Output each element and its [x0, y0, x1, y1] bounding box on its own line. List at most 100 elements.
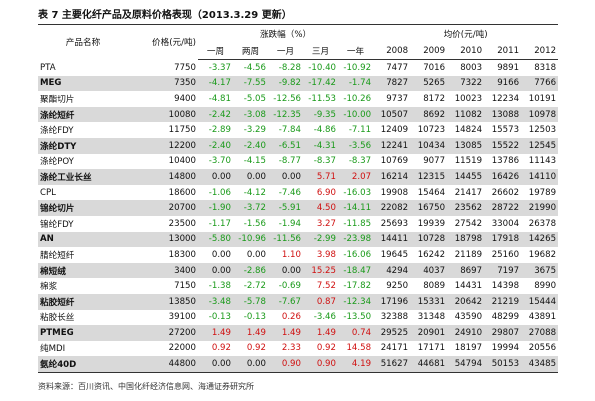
table-cell: 14.58: [346, 343, 372, 354]
table-cell: 14824: [454, 125, 483, 136]
table-cell: 9250: [386, 281, 409, 292]
table-cell: 4.19: [338, 356, 374, 373]
table-cell: 0.00: [246, 171, 266, 182]
subheader-cell: 2011: [484, 42, 522, 60]
table-cell: 7150: [174, 281, 196, 292]
table-cell: 11750: [168, 125, 196, 136]
table-cell: 1.49: [281, 327, 301, 338]
table-cell: 28722: [491, 203, 520, 214]
table-cell: 19789: [528, 187, 557, 198]
table-cell: 13786: [491, 156, 520, 167]
table-cell: 44800: [128, 356, 198, 373]
table-cell: 8990: [534, 281, 557, 292]
table-cell: -16.03: [343, 187, 372, 198]
table-cell: 0.00: [281, 265, 301, 276]
header-cell: 均价(元/吨): [373, 24, 559, 42]
table-body: PTA 7750 -3.37 -4.56 -8.28 -10.40 -10.92 7477 70…: [38, 60, 559, 373]
table-cell: 20700: [168, 203, 196, 214]
table-cell: 14411: [380, 234, 409, 245]
table-cell: 15331: [417, 296, 446, 307]
table-cell: 7322: [460, 78, 483, 89]
table-cell: -12.35: [273, 109, 301, 120]
table-cell: 7016: [423, 62, 446, 73]
table-cell: -12.34: [343, 296, 372, 307]
table-cell: 19908: [380, 187, 409, 198]
table-cell: 39100: [168, 312, 196, 323]
table-cell: -17.42: [308, 78, 336, 89]
table-row: 氨纶40D 44800 0.00 0.00 0.90 0.90 4.19 51627 44681…: [38, 356, 559, 373]
table-cell: 0.90: [268, 356, 303, 373]
table-cell: 8172: [423, 93, 446, 104]
table-cell: 8697: [460, 265, 483, 276]
table-cell: -4.56: [243, 62, 266, 73]
table-header: 产品名称 价格(元/吨) 涨跌幅（%） 均价(元/吨) 一周 两周 一月 三月 一年 20…: [38, 24, 559, 60]
table-row: AN 13000 -5.80 -10.96 -11.56 -2.99 -23.98 14411…: [38, 231, 559, 248]
table-cell: -10.40: [308, 62, 336, 73]
table-cell: 20901: [417, 327, 446, 338]
table-cell: 15464: [417, 187, 446, 198]
table-cell: -4.12: [243, 187, 266, 198]
table-row: 涤纶短纤 10080 -2.42 -3.08 -12.35 -9.35 -10.00 1050…: [38, 106, 559, 123]
header-cell: 涨跌幅（%）: [198, 24, 374, 42]
table-cell: -6.51: [278, 140, 301, 151]
table-cell: -23.98: [343, 234, 372, 245]
table-cell: 26378: [528, 218, 557, 229]
table-cell: -1.17: [208, 218, 231, 229]
table-cell: -5.91: [278, 203, 301, 214]
subheader-cell: 一年: [338, 42, 374, 60]
header-cell: 价格(元/吨): [128, 24, 198, 60]
table-cell: 8318: [534, 62, 557, 73]
table-cell: 29525: [380, 327, 409, 338]
table-cell: 0.00: [281, 171, 301, 182]
table-row: 涤纶工业长丝 14800 0.00 0.00 0.00 5.71 2.07 16214 1231…: [38, 169, 559, 185]
table-row: 锦纶FDY 23500 -1.17 -1.56 -1.94 3.27 -11.85 25693…: [38, 216, 558, 232]
table-cell: 8692: [423, 109, 446, 120]
table-cell: 43590: [454, 312, 483, 323]
table-row: 棉短绒 3400 0.00 -2.86 0.00 15.25 -18.47 4294 4037 8…: [38, 262, 559, 279]
table-cell: -4.31: [313, 140, 336, 151]
table-cell: 4037: [423, 265, 446, 276]
table-cell: 9891: [497, 62, 520, 73]
table-cell: -9.35: [313, 109, 336, 120]
source-note: 资料来源：百川资讯、中国化纤经济信息网、海通证券研究所: [38, 382, 254, 391]
table-cell: 21990: [528, 203, 557, 214]
table-cell: -2.99: [313, 234, 336, 245]
table-cell: 16214: [380, 171, 409, 182]
table-cell: 18600: [168, 187, 196, 198]
table-cell: 10769: [380, 156, 409, 167]
table-cell: -11.56: [273, 234, 301, 245]
table-cell: -7.46: [278, 187, 301, 198]
table-cell: 16426: [491, 171, 520, 182]
table-cell: 10978: [528, 109, 557, 120]
product-name: 棉短绒: [40, 266, 66, 277]
table-cell: 0.00: [246, 249, 266, 260]
table-row: PTA 7750 -3.37 -4.56 -8.28 -10.40 -10.92 7477 70…: [38, 60, 558, 76]
table-cell: 26602: [491, 187, 520, 198]
table-cell: 1.49: [211, 327, 231, 338]
table-cell: -5.80: [208, 234, 231, 245]
subheader-cell: 2009: [410, 42, 448, 60]
table-cell: -2.40: [243, 140, 266, 151]
table-cell: -16.06: [343, 249, 372, 260]
table-cell: -2.86: [243, 265, 266, 276]
product-name: 锦纶FDY: [40, 219, 74, 230]
table-cell: -3.46: [313, 312, 336, 323]
table-cell: 1.10: [281, 249, 301, 260]
table-cell: -7.84: [278, 125, 301, 136]
table-cell: 18300: [168, 249, 196, 260]
table-cell: 27088: [528, 327, 557, 338]
product-name: 锦纶切片: [40, 204, 75, 215]
header-cell: 产品名称: [38, 24, 128, 60]
table-cell: 20642: [454, 296, 483, 307]
product-name: 氨纶40D: [38, 356, 128, 373]
table-title: 表 7 主要化纤产品及原料价格表现（2013.3.29 更新）: [38, 10, 292, 21]
subheader-cell: 两周: [233, 42, 268, 60]
table-cell: 7350: [174, 78, 196, 89]
product-name: CPL: [40, 187, 56, 198]
table-row: 涤纶DTY 12200 -2.40 -2.40 -6.51 -4.31 -3.56 12241…: [38, 137, 559, 154]
table-cell: 16242: [417, 249, 446, 260]
table-cell: -0.13: [208, 312, 231, 323]
table-cell: -7.67: [278, 296, 301, 307]
table-cell: 14265: [528, 234, 557, 245]
